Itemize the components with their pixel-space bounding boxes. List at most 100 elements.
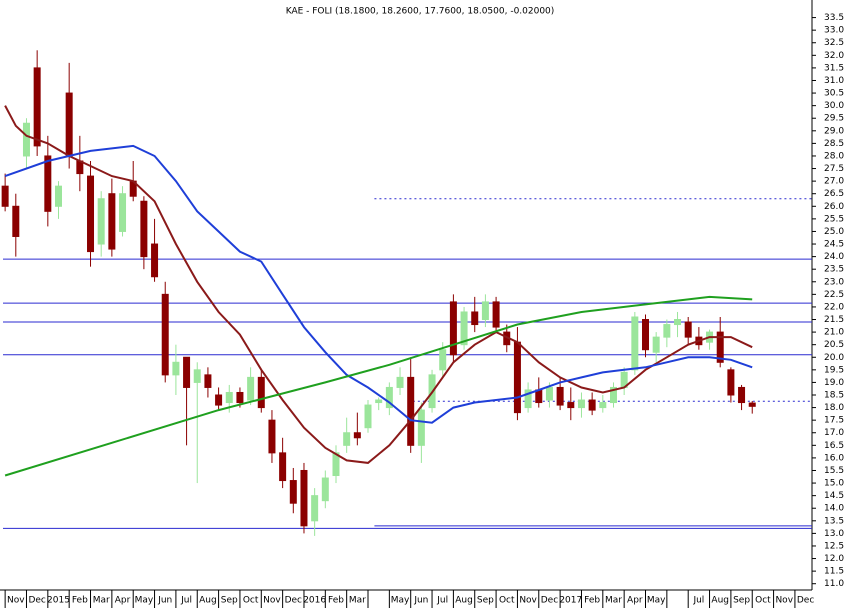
y-tick-label: 28.5 xyxy=(824,139,844,149)
candle-body xyxy=(748,402,756,407)
x-tick-label: Mar xyxy=(93,596,110,606)
x-tick-label: May xyxy=(647,596,666,606)
y-tick-label: 33.5 xyxy=(824,13,844,23)
y-tick-label: 11.5 xyxy=(824,567,844,577)
x-tick-label: Dec xyxy=(28,596,45,606)
candle-body xyxy=(556,386,564,406)
candle-body xyxy=(663,324,671,338)
candle-body xyxy=(385,386,393,409)
y-tick-label: 31.5 xyxy=(824,63,844,73)
y-tick-label: 26.0 xyxy=(824,202,844,212)
candle-body xyxy=(727,369,735,396)
y-tick-label: 23.5 xyxy=(824,265,844,275)
x-tick-label: Mar xyxy=(349,596,366,606)
x-tick-label: Apr xyxy=(115,596,131,606)
candle-body xyxy=(279,452,287,482)
x-tick-label: Oct xyxy=(755,596,771,606)
x-tick-label: 2017 xyxy=(559,596,582,606)
y-tick-label: 22.0 xyxy=(824,302,844,312)
candle-body xyxy=(108,193,116,250)
y-tick-label: 19.0 xyxy=(824,378,844,388)
candle-body xyxy=(119,193,127,232)
x-tick-label: Nov xyxy=(775,596,793,606)
candle-body xyxy=(161,293,169,376)
y-tick-label: 32.0 xyxy=(824,51,844,61)
x-tick-label: Dec xyxy=(285,596,302,606)
candle-body xyxy=(65,92,73,157)
y-tick-label: 29.0 xyxy=(824,126,844,136)
y-tick-label: 27.0 xyxy=(824,177,844,187)
candle-body xyxy=(738,386,746,404)
candle-body xyxy=(407,376,415,446)
candle-body xyxy=(311,495,319,522)
candle-body xyxy=(268,419,276,454)
x-tick-label: Feb xyxy=(328,596,344,606)
candle-body xyxy=(396,376,404,388)
x-tick-label: Feb xyxy=(72,596,88,606)
moving-average xyxy=(4,105,753,464)
y-tick-label: 25.5 xyxy=(824,214,844,224)
candle-body xyxy=(460,311,468,346)
x-tick-label: May xyxy=(391,596,410,606)
y-tick-label: 26.5 xyxy=(824,189,844,199)
y-tick-label: 30.5 xyxy=(824,89,844,99)
x-tick-label: May xyxy=(135,596,154,606)
candle-body xyxy=(524,389,532,409)
x-tick-label: 2015 xyxy=(47,596,70,606)
y-tick-label: 29.5 xyxy=(824,114,844,124)
y-tick-label: 24.5 xyxy=(824,240,844,250)
y-tick-label: 17.0 xyxy=(824,428,844,438)
y-tick-label: 28.0 xyxy=(824,151,844,161)
y-tick-label: 12.0 xyxy=(824,554,844,564)
x-tick-label: Aug xyxy=(199,596,217,606)
y-tick-label: 20.5 xyxy=(824,340,844,350)
y-tick-label: 14.0 xyxy=(824,504,844,514)
x-tick-label: Sep xyxy=(733,596,750,606)
candle-body xyxy=(247,376,255,401)
candle-body xyxy=(364,404,372,429)
candle-body xyxy=(353,432,361,439)
y-tick-label: 13.5 xyxy=(824,516,844,526)
candle-body xyxy=(12,205,20,237)
y-tick-label: 16.5 xyxy=(824,441,844,451)
y-tick-label: 13.0 xyxy=(824,529,844,539)
candle-body xyxy=(151,243,159,278)
candle-body xyxy=(535,389,543,404)
y-tick-label: 21.0 xyxy=(824,328,844,338)
y-tick-label: 27.5 xyxy=(824,164,844,174)
candle-body xyxy=(343,432,351,446)
candle-body xyxy=(33,67,41,147)
candle-body xyxy=(1,185,9,207)
moving-average xyxy=(4,295,753,477)
candle-body xyxy=(652,336,660,353)
candle-body xyxy=(471,311,479,326)
y-tick-label: 18.5 xyxy=(824,391,844,401)
candle-body xyxy=(567,402,575,409)
candle-body xyxy=(684,321,692,338)
candle-body xyxy=(300,469,308,527)
x-tick-label: Sep xyxy=(221,596,238,606)
x-tick-label: Dec xyxy=(541,596,558,606)
y-tick-label: 33.0 xyxy=(824,26,844,36)
x-tick-label: Aug xyxy=(711,596,729,606)
chart-title: KAE - FOLI (18.1800, 18.2600, 17.7600, 1… xyxy=(286,7,555,17)
x-tick-label: Jul xyxy=(436,596,448,606)
candle-body xyxy=(599,402,607,409)
x-tick-label: Nov xyxy=(263,596,281,606)
y-tick-label: 25.0 xyxy=(824,227,844,237)
x-tick-label: 2016 xyxy=(303,596,326,606)
candle-body xyxy=(54,185,62,207)
candle-body xyxy=(716,331,724,363)
y-tick-label: 21.5 xyxy=(824,315,844,325)
x-tick-label: Apr xyxy=(627,596,643,606)
y-tick-label: 15.0 xyxy=(824,479,844,489)
y-tick-label: 32.5 xyxy=(824,38,844,48)
candle-body xyxy=(321,477,329,502)
candle-body xyxy=(236,391,244,404)
candle-body xyxy=(513,341,521,414)
x-tick-label: Jul xyxy=(692,596,704,606)
candle-body xyxy=(642,319,650,351)
candle-body xyxy=(44,155,52,212)
candle-body xyxy=(183,356,191,388)
